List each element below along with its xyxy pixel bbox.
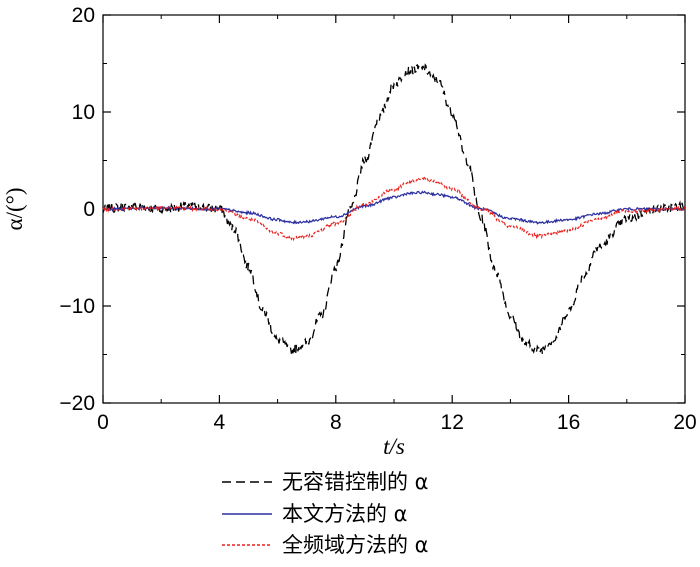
y-tick-label: −10 xyxy=(59,295,95,318)
x-tick-label: 16 xyxy=(557,411,580,434)
x-tick-label: 4 xyxy=(214,411,226,434)
x-axis-ticks: 0 4 8 12 16 20 xyxy=(97,15,697,434)
series-layer xyxy=(102,63,686,355)
y-tick-label: −20 xyxy=(59,392,95,415)
series-line-3 xyxy=(102,176,686,242)
y-tick-label: 0 xyxy=(83,198,95,221)
legend-label-1: 无容错控制的 α xyxy=(282,470,429,494)
y-tick-label: 10 xyxy=(72,101,95,124)
legend-label-2: 本文方法的 α xyxy=(282,502,408,526)
legend: 无容错控制的 α 本文方法的 α 全频域方法的 α xyxy=(222,470,429,557)
legend-label-3: 全频域方法的 α xyxy=(282,533,429,557)
x-tick-label: 20 xyxy=(673,411,696,434)
x-tick-label: 8 xyxy=(330,411,342,434)
x-tick-label: 12 xyxy=(441,411,464,434)
y-axis-label: α/(°) xyxy=(2,188,27,231)
x-tick-label: 0 xyxy=(97,411,109,434)
x-axis-label: t/s xyxy=(383,434,405,459)
y-axis-ticks: 20 10 0 −10 −20 xyxy=(59,4,685,415)
y-tick-label: 20 xyxy=(72,4,95,27)
